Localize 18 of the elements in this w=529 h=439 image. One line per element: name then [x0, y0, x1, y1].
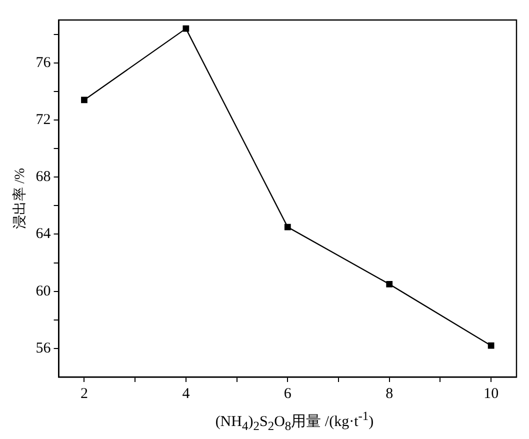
x-tick-label: 6 [284, 386, 292, 402]
y-tick-label: 72 [36, 112, 51, 128]
y-axis-title: 浸出率 /% [12, 168, 28, 230]
y-tick-label: 76 [36, 54, 52, 71]
y-tick-label: 64 [36, 226, 52, 242]
x-tick-label: 8 [386, 386, 394, 402]
x-tick-label: 2 [80, 386, 88, 402]
text: (NH$_{4}$)$_{2}$S$_{2}$O$_{8}$用量 /(kg·t$^{-1}$) [215, 409, 374, 433]
y-tick-label: 56 [36, 340, 52, 356]
point [488, 342, 494, 349]
x-tick-label: 10 [484, 386, 499, 402]
point [81, 96, 88, 104]
point [182, 25, 190, 32]
x-tick-label: 4 [182, 386, 190, 402]
point [386, 281, 393, 288]
y-tick-label: 60 [36, 283, 51, 300]
y-tick-label: 68 [36, 169, 51, 186]
point [284, 224, 291, 230]
